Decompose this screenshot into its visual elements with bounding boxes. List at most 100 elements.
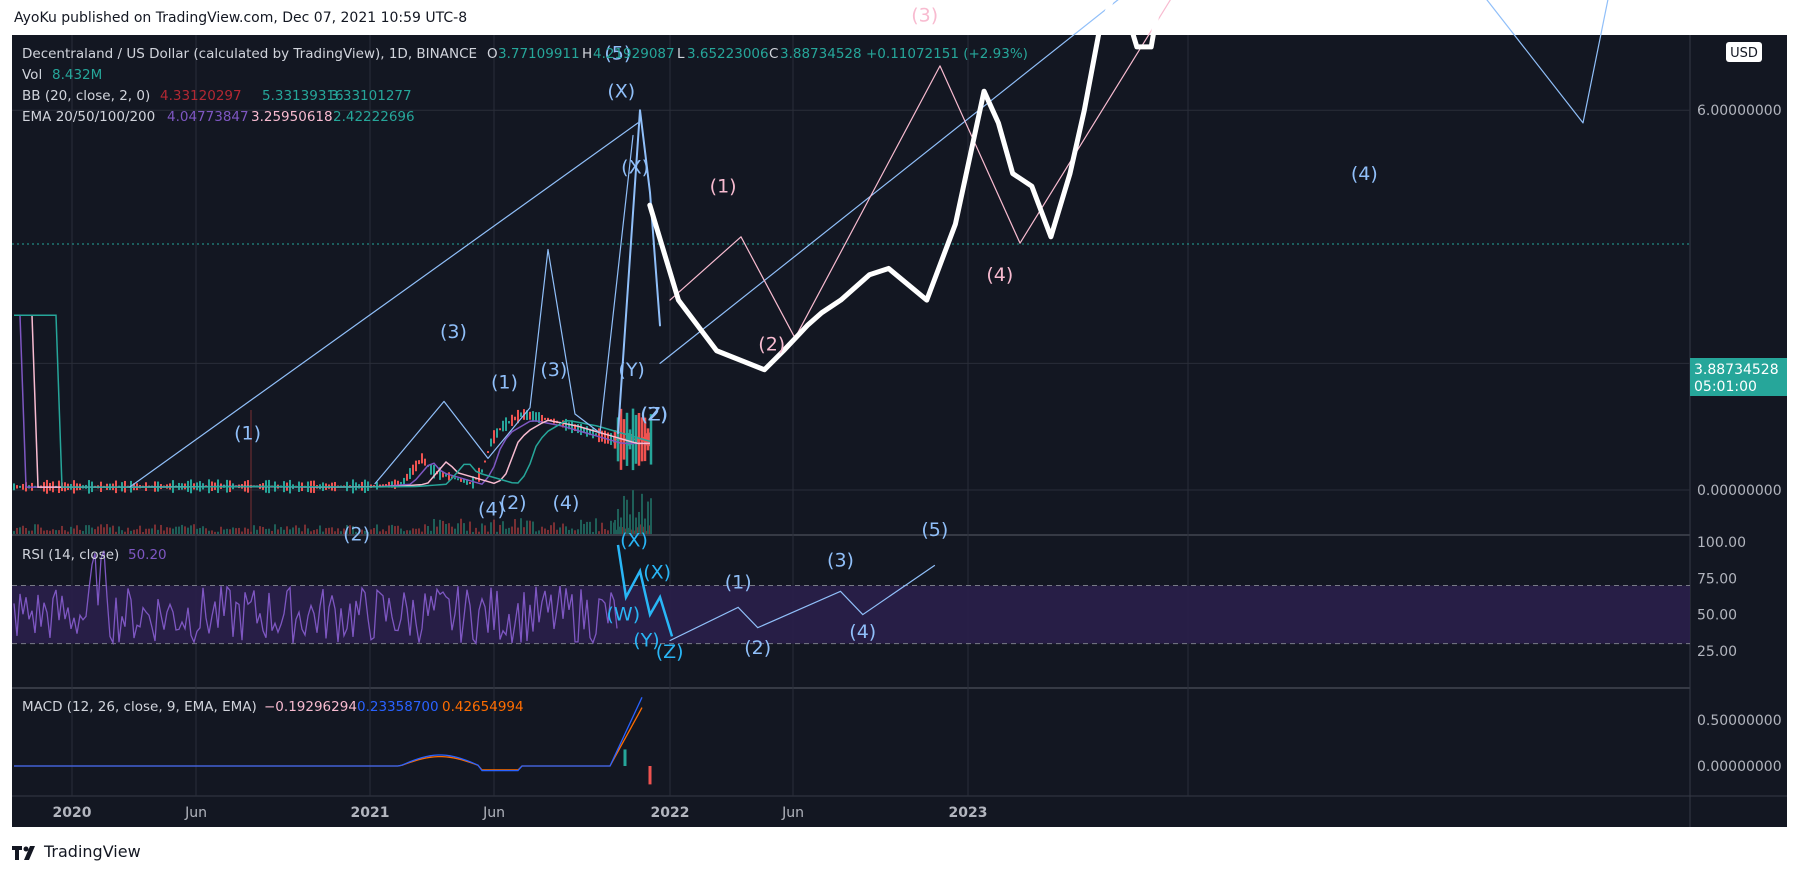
legend-bb-label: BB (20, close, 2, 0) xyxy=(22,88,150,104)
rsi-tick-label: 50.00 xyxy=(1697,608,1737,624)
tradingview-logo-icon xyxy=(12,845,38,860)
brand-name: TradingView xyxy=(44,842,141,861)
wave-label-blue: (4) xyxy=(552,492,579,514)
wave-label-blue: (X) xyxy=(621,157,649,179)
legend-title: Decentraland / US Dollar (calculated by … xyxy=(22,46,477,62)
grid-lines xyxy=(12,35,1690,796)
price-axis[interactable] xyxy=(1690,35,1787,827)
current-price-label: 3.88734528 05:01:00 xyxy=(1690,358,1787,396)
wave-projection-pink xyxy=(669,0,1171,339)
legend-rsi-label: RSI (14, close) xyxy=(22,547,119,563)
current-price-countdown: 05:01:00 xyxy=(1694,379,1757,395)
wave-label-blue: (5) xyxy=(604,43,631,65)
legend-high-label: H xyxy=(582,46,592,62)
time-tick-label: Jun xyxy=(482,805,505,821)
price-tick-label: 0.00000000 xyxy=(1697,483,1782,499)
wave-label-blue: (2) xyxy=(641,403,668,425)
axis-labels: 2020Jun2021Jun2022Jun202314.0000000012.0… xyxy=(53,103,1782,821)
time-tick-label: 2023 xyxy=(949,805,988,821)
currency-label: USD xyxy=(1730,46,1758,61)
rsi-line xyxy=(13,550,618,646)
legend-ema-1: 4.04773847 xyxy=(167,109,249,125)
time-tick-label: Jun xyxy=(184,805,207,821)
legend-low-value: 3.65223006 xyxy=(687,46,769,62)
legend-macd-hist: −0.19296294 xyxy=(264,699,357,715)
rsi-tick-label: 75.00 xyxy=(1697,571,1737,587)
rsi-pane[interactable]: (X)(X)(W)(Y)(Z)(1)(2)(3)(4)(5) xyxy=(12,519,1690,663)
wave-label-pink: (4) xyxy=(986,264,1013,286)
time-tick-label: 2021 xyxy=(351,805,390,821)
rsi-projection xyxy=(669,564,936,642)
projection-drawing xyxy=(647,0,1162,373)
wave-label-blue: (1) xyxy=(491,372,518,394)
legend-close-value: 3.88734528 xyxy=(780,46,862,62)
time-tick-label: 2022 xyxy=(651,805,690,821)
legend-vol-label: Vol xyxy=(22,67,42,83)
wave-label-blue: (3) xyxy=(440,321,467,343)
macd-pane[interactable] xyxy=(14,697,652,785)
macd-legend: MACD (12, 26, close, 9, EMA, EMA) −0.192… xyxy=(22,699,524,715)
wave-label-blue: (3) xyxy=(540,359,567,381)
legend-bb-lower: 3.33101277 xyxy=(330,88,412,104)
wave-label-blue: (4) xyxy=(478,498,505,520)
wave-label-pink: (1) xyxy=(710,175,737,197)
rsi-tick-label: 25.00 xyxy=(1697,644,1737,660)
current-price-value: 3.88734528 xyxy=(1694,362,1779,378)
currency-badge[interactable]: USD xyxy=(1726,42,1762,62)
wave-label-blue: (Z) xyxy=(640,403,668,425)
wave-path-blue-2 xyxy=(617,109,661,435)
rsi-wave-label: (Y) xyxy=(633,630,659,652)
rsi-wave-path xyxy=(616,544,674,637)
legend-vol-value: 8.432M xyxy=(52,67,102,83)
rsi-tick-label: 100.00 xyxy=(1697,535,1746,551)
legend-macd-signal: 0.42654994 xyxy=(442,699,524,715)
legend-change: +0.11072151 (+2.93%) xyxy=(866,46,1028,62)
legend-rsi-value: 50.20 xyxy=(128,547,167,563)
wave-label-blue: (2) xyxy=(343,524,370,546)
tradingview-brand[interactable]: TradingView xyxy=(12,842,141,861)
price-legend: Decentraland / US Dollar (calculated by … xyxy=(22,46,1028,125)
legend-open-label: O xyxy=(487,46,498,62)
rsi-wave-label: (3) xyxy=(827,550,854,572)
rsi-wave-label: (2) xyxy=(744,637,771,659)
rsi-wave-label: (1) xyxy=(725,571,752,593)
macd-tick-label: 0.50000000 xyxy=(1697,713,1782,729)
legend-high-value: 4.21929087 xyxy=(593,46,675,62)
wave-label-blue: (X) xyxy=(607,81,635,103)
rsi-wave-label: (5) xyxy=(921,519,948,541)
macd-tick-label: 0.00000000 xyxy=(1697,759,1782,775)
publish-info: AyoKu published on TradingView.com, Dec … xyxy=(14,10,468,26)
price-pane[interactable]: (1)(2)(3)(4)(2)(1)(3)(4)(5)(X)(X)(Y)(Z)(… xyxy=(13,0,1688,546)
wave-label-pink: (3) xyxy=(911,5,938,27)
legend-macd-label: MACD (12, 26, close, 9, EMA, EMA) xyxy=(22,699,257,715)
rsi-wave-label: (W) xyxy=(607,603,641,625)
legend-low-label: L xyxy=(677,46,685,62)
time-tick-label: Jun xyxy=(781,805,804,821)
rsi-wave-label: (X) xyxy=(620,529,648,551)
price-tick-label: 6.00000000 xyxy=(1697,103,1782,119)
legend-close-label: C xyxy=(769,46,778,62)
rsi-wave-label: (4) xyxy=(849,621,876,643)
legend-bb-upper: 5.33139316 xyxy=(262,88,344,104)
wave-label-blue: (2) xyxy=(500,492,527,514)
wave-path-blue xyxy=(374,134,634,485)
macd-line xyxy=(14,697,643,772)
legend-macd-line: 0.23358700 xyxy=(357,699,439,715)
legend-bb-basis: 4.33120297 xyxy=(160,88,242,104)
time-tick-label: 2020 xyxy=(53,805,92,821)
rsi-wave-label: (Z) xyxy=(656,641,684,663)
wave-label-blue: (1) xyxy=(234,422,261,444)
legend-ema-2: 3.25950618 xyxy=(251,109,333,125)
wave-label-blue: (Y) xyxy=(618,359,644,381)
rsi-wave-label: (X) xyxy=(643,561,671,583)
wave-trendline xyxy=(129,122,639,488)
legend-ema-label: EMA 20/50/100/200 xyxy=(22,109,155,125)
rsi-legend: RSI (14, close) 50.20 xyxy=(22,547,167,563)
wave-projection-blue xyxy=(659,0,1609,364)
chart-background xyxy=(12,35,1787,827)
legend-open-value: 3.77109911 xyxy=(498,46,580,62)
wave-label-pink: (2) xyxy=(758,334,785,356)
wave-label-blue: (4) xyxy=(1351,163,1378,185)
legend-ema-3: 2.42222696 xyxy=(333,109,415,125)
ema-100-line xyxy=(14,314,651,488)
